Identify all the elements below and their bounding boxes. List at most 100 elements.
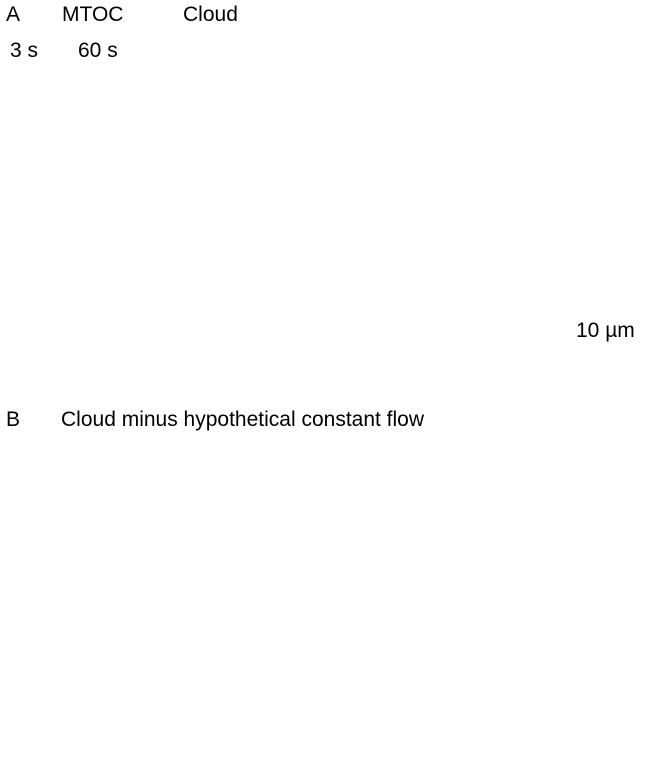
cell-b3-mtoc-point bbox=[521, 587, 532, 598]
cell-a2-mtoc-point bbox=[347, 230, 358, 241]
cell-b3-mtoc-point bbox=[571, 606, 582, 617]
cell-a2-mtoc-point bbox=[336, 235, 347, 246]
panel-a-label: A bbox=[6, 3, 21, 26]
cell-b3-corrected-point bbox=[542, 489, 557, 504]
cell-a2-cloud-point bbox=[358, 203, 377, 222]
cell-a1-cloud-point bbox=[203, 130, 222, 149]
cell-b2-mtoc-point bbox=[393, 577, 404, 588]
cell-b1-mtoc-point bbox=[210, 621, 221, 632]
cell-b1-corrected-point bbox=[46, 620, 61, 636]
cell-b3-mtoc-point bbox=[632, 531, 643, 542]
cell-a1-mtoc-point bbox=[34, 280, 45, 291]
cell-a2-cloud-point bbox=[361, 114, 380, 133]
legend-cloud-marker bbox=[156, 7, 172, 23]
cell-b3-mtoc-point bbox=[594, 602, 605, 613]
cell-a2-cloud-point bbox=[363, 189, 382, 208]
cell-b2-corrected-point bbox=[370, 609, 385, 624]
cell-b1-mtoc-point bbox=[30, 598, 41, 609]
cell-b1-mtoc-point bbox=[106, 728, 117, 739]
cell-a3-cloud-point bbox=[589, 208, 608, 227]
cell-a2-cloud-point bbox=[369, 151, 388, 170]
cell-a1-cloud-point bbox=[154, 197, 173, 216]
cell-a3-cloud-point bbox=[496, 298, 515, 317]
cell-a1-mtoc-point bbox=[34, 163, 45, 174]
cell-a1-mtoc-point bbox=[184, 274, 195, 285]
cell-b1-corrected-point bbox=[167, 650, 183, 666]
cell-b1-mtoc-point bbox=[214, 567, 225, 578]
cell-a1-cloud-point bbox=[200, 114, 219, 133]
cell-a3-mtoc-point bbox=[552, 79, 563, 90]
cell-b3-mtoc-point bbox=[565, 482, 576, 493]
cell-b3-corrected-point bbox=[574, 595, 590, 610]
panel-b-label: B bbox=[6, 408, 21, 431]
cell-a3-mtoc-point bbox=[630, 157, 641, 167]
cell-b2-mtoc-point bbox=[348, 634, 359, 645]
colorbar-end-label: 60 s bbox=[78, 39, 118, 62]
cell-b2-mtoc-point bbox=[378, 485, 389, 496]
cell-b3-corrected-point bbox=[618, 546, 634, 562]
cell-b2-mtoc-point bbox=[318, 634, 329, 645]
flow-arrow-head-3 bbox=[542, 384, 548, 391]
cell-a2-mtoc-point bbox=[392, 114, 403, 125]
cell-a3-cloud-point bbox=[517, 98, 536, 117]
cell-b2-mtoc-point bbox=[399, 542, 410, 553]
cell-a3-mtoc-point bbox=[496, 112, 507, 123]
cell-b3-corrected-point bbox=[568, 602, 583, 617]
cell-a2-mtoc-point bbox=[397, 161, 408, 172]
cell-b3-mtoc-point bbox=[583, 604, 594, 615]
cell-b3-mtoc-point bbox=[616, 505, 627, 516]
cell-a3-mtoc-point bbox=[630, 127, 641, 138]
cell-a1-mtoc-point bbox=[120, 318, 131, 329]
cell-a3-mtoc-point bbox=[540, 82, 551, 93]
cell-b1-mtoc-point bbox=[29, 642, 40, 653]
cell-b1-corrected-point bbox=[47, 600, 62, 615]
cell-b3-mtoc-point bbox=[514, 500, 525, 511]
cell-a3-cloud-point bbox=[480, 300, 499, 319]
cell-a3-mtoc-point bbox=[592, 198, 603, 209]
cell-b3-corrected-point bbox=[616, 552, 631, 568]
cell-a1-cloud-point bbox=[149, 220, 168, 239]
cell-b1-mtoc-point bbox=[206, 636, 217, 647]
cell-b3-mtoc-point bbox=[599, 492, 610, 503]
cell-b3-corrected-point bbox=[520, 589, 535, 605]
cell-a1-mtoc-point bbox=[204, 91, 215, 102]
cell-a3-mtoc-point bbox=[531, 192, 542, 203]
cell-b3-corrected-point bbox=[495, 515, 511, 530]
cell-b1-corrected-point bbox=[102, 708, 117, 723]
cell-a3-mtoc-point bbox=[512, 96, 523, 107]
cell-b3-mtoc-point bbox=[608, 497, 619, 508]
cell-a1-mtoc-point bbox=[210, 217, 221, 228]
cell-b3-mtoc-point bbox=[628, 568, 639, 579]
cell-b2-corrected-point bbox=[385, 563, 400, 578]
cell-a1-cloud-point bbox=[136, 269, 155, 288]
flow-arrow-2 bbox=[341, 381, 349, 389]
cell-b3-mtoc-point bbox=[509, 579, 520, 590]
cell-b2-corrected-point bbox=[378, 593, 394, 608]
cell-b1-corrected-point bbox=[120, 711, 135, 727]
cell-b2-corrected-point bbox=[358, 518, 373, 533]
cell-a1-cloud-point bbox=[196, 275, 215, 294]
cell-b2-mtoc-point bbox=[388, 506, 399, 517]
cell-a2-mtoc-point bbox=[366, 214, 377, 225]
cell-a1-mtoc-point bbox=[175, 286, 186, 297]
cell-a3-mtoc-point bbox=[631, 146, 642, 157]
panel-b-cell-1 bbox=[3, 437, 255, 765]
cell-b3-mtoc-point bbox=[588, 486, 599, 497]
cell-a3-mtoc-point bbox=[606, 93, 617, 104]
cell-a1-cloud-point bbox=[182, 67, 201, 85]
cell-b3-corrected-point bbox=[595, 596, 610, 611]
cell-a2-cloud-point bbox=[310, 287, 329, 306]
cell-b1-mtoc-point bbox=[39, 700, 50, 711]
cell-a1-mtoc-point bbox=[213, 125, 224, 136]
cell-a2-mtoc-point bbox=[398, 138, 409, 149]
cell-b2-corrected-point bbox=[386, 576, 401, 591]
cell-a1-cloud-point bbox=[165, 307, 184, 326]
cell-b1-corrected-point bbox=[149, 682, 165, 697]
cell-a2-mtoc-point bbox=[377, 81, 388, 92]
cell-a2-cloud-point bbox=[331, 252, 350, 271]
cell-b3-mtoc-point bbox=[504, 507, 515, 518]
cell-b3-corrected-point bbox=[610, 505, 625, 520]
cell-a1-mtoc-point bbox=[39, 296, 50, 307]
cell-a1-cloud-point bbox=[203, 247, 222, 266]
cell-a2-mtoc-point bbox=[392, 173, 403, 184]
